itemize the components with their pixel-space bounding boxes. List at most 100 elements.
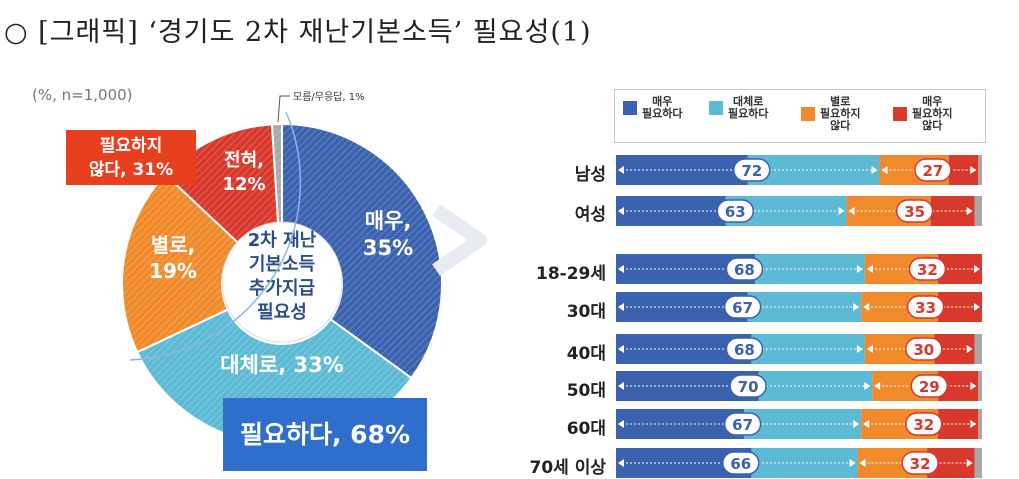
arrow-chevron bbox=[432, 204, 487, 276]
donut-center-text: 2차 재난 bbox=[248, 230, 317, 251]
range-arrow-right bbox=[966, 345, 973, 353]
callout-positive: 필요하다, 68% bbox=[223, 398, 427, 471]
donut-hole bbox=[221, 221, 343, 343]
range-arrow-right bbox=[966, 207, 973, 215]
positive-total-pill bbox=[716, 199, 755, 223]
range-arrow-left bbox=[618, 303, 624, 311]
negative-total-pill bbox=[908, 257, 947, 281]
bar-segment bbox=[747, 292, 862, 322]
bar-segment bbox=[978, 155, 982, 185]
negative-total-label: 33 bbox=[915, 299, 936, 317]
bar-segment bbox=[616, 155, 748, 185]
positive-total-pill bbox=[729, 374, 767, 398]
row-label: 50대 bbox=[566, 381, 606, 401]
legend-line: 별로 bbox=[830, 95, 851, 108]
legend-line: 필요하다 bbox=[642, 107, 683, 120]
row-label: 18-29세 bbox=[535, 264, 606, 284]
slice-label: 별로, bbox=[151, 233, 195, 257]
range-arrow-left bbox=[618, 345, 624, 353]
range-arrow-right bbox=[970, 420, 977, 428]
negative-total-pill bbox=[914, 158, 952, 182]
range-arrow-left bbox=[866, 345, 873, 353]
legend-label: 매우 필요하지 않다 bbox=[912, 96, 952, 132]
legend-label: 별로 필요하지 않다 bbox=[820, 96, 860, 132]
slice-label: 매우, bbox=[365, 209, 412, 233]
chart-legend: 매우 필요하다 대체로 필요하다 별로 필요하지 않다 매우 필요하지 않다 bbox=[614, 89, 986, 143]
range-arrow-right bbox=[849, 459, 856, 467]
negative-total-pill bbox=[905, 337, 943, 361]
range-arrow-right bbox=[838, 207, 845, 215]
legend-line: 필요하다 bbox=[728, 107, 769, 120]
legend-line: 않다 bbox=[830, 119, 851, 132]
range-arrow-left bbox=[618, 459, 624, 467]
range-arrow-right bbox=[864, 382, 871, 390]
range-arrow-left bbox=[863, 303, 870, 311]
negative-total-label: 30 bbox=[913, 341, 934, 359]
legend-line: 대체로 bbox=[733, 95, 764, 108]
range-arrow-left bbox=[866, 265, 873, 273]
legend-label: 대체로 필요하다 bbox=[728, 96, 768, 120]
row-label: 여성 bbox=[574, 205, 606, 225]
slice-value-label: 12% bbox=[222, 174, 265, 195]
negative-total-pill bbox=[905, 412, 943, 436]
range-arrow-right bbox=[871, 166, 878, 174]
legend-item-very-needed: 매우 필요하다 bbox=[623, 96, 682, 120]
donut-center-text: 추가지급 bbox=[249, 278, 315, 299]
slice-label: 대체로, 33% bbox=[220, 353, 344, 377]
row-label: 30대 bbox=[566, 302, 606, 322]
positive-bracket-arc bbox=[129, 111, 302, 361]
pie-slice-texture bbox=[121, 174, 239, 353]
row-label: 40대 bbox=[566, 344, 606, 364]
row-label: 60대 bbox=[566, 419, 606, 439]
legend-swatch bbox=[623, 101, 637, 115]
sample-note: (%, n=1,000) bbox=[32, 86, 133, 104]
range-arrow-left bbox=[848, 207, 855, 215]
legend-line: 필요하지 bbox=[820, 107, 861, 120]
range-arrow-right bbox=[970, 382, 977, 390]
negative-total-pill bbox=[910, 374, 949, 398]
negative-total-label: 32 bbox=[913, 416, 934, 434]
positive-total-label: 66 bbox=[730, 455, 751, 473]
negative-total-label: 29 bbox=[919, 378, 940, 396]
range-arrow-right bbox=[970, 166, 977, 174]
range-arrow-left bbox=[863, 420, 870, 428]
positive-total-pill bbox=[722, 451, 760, 475]
callout-negative-line1: 필요하지 bbox=[99, 136, 163, 156]
legend-line: 매우 bbox=[922, 95, 943, 108]
positive-total-label: 68 bbox=[734, 261, 755, 279]
bar-segment bbox=[978, 371, 982, 401]
range-arrow-left bbox=[618, 265, 624, 273]
positive-total-pill bbox=[725, 337, 764, 361]
range-arrow-right bbox=[853, 420, 860, 428]
positive-total-pill bbox=[723, 295, 762, 319]
positive-total-label: 67 bbox=[732, 299, 753, 317]
range-arrow-right bbox=[974, 265, 980, 273]
legend-swatch bbox=[709, 101, 723, 115]
legend-item-not-at-all-needed: 매우 필요하지 않다 bbox=[893, 96, 952, 132]
legend-line: 않다 bbox=[922, 119, 943, 132]
legend-swatch bbox=[801, 107, 815, 121]
donut-center-text: 기본소득 bbox=[249, 254, 315, 275]
negative-total-pill bbox=[906, 295, 945, 319]
negative-total-pill bbox=[901, 451, 939, 475]
small-slice-label: 모름/무응답, 1% bbox=[293, 91, 365, 103]
positive-total-label: 72 bbox=[741, 162, 762, 180]
legend-line: 매우 bbox=[652, 95, 673, 108]
callout-negative-line2: 않다, 31% bbox=[88, 160, 174, 180]
slice-value-label: 19% bbox=[149, 259, 197, 283]
negative-total-label: 35 bbox=[904, 203, 925, 221]
page-title: ○ [그래픽] ‘경기도 2차 재난기본소득’ 필요성(1) bbox=[4, 17, 592, 48]
positive-total-pill bbox=[723, 412, 762, 436]
positive-total-label: 70 bbox=[738, 378, 759, 396]
slice-label: 전혀, bbox=[224, 150, 264, 171]
negative-total-pill bbox=[895, 199, 934, 223]
range-arrow-right bbox=[856, 345, 863, 353]
positive-total-pill bbox=[725, 257, 764, 281]
range-arrow-left bbox=[618, 382, 624, 390]
range-arrow-left bbox=[618, 420, 624, 428]
legend-swatch bbox=[893, 107, 907, 121]
negative-total-label: 32 bbox=[910, 455, 931, 473]
range-arrow-right bbox=[856, 265, 863, 273]
range-arrow-right bbox=[974, 303, 980, 311]
